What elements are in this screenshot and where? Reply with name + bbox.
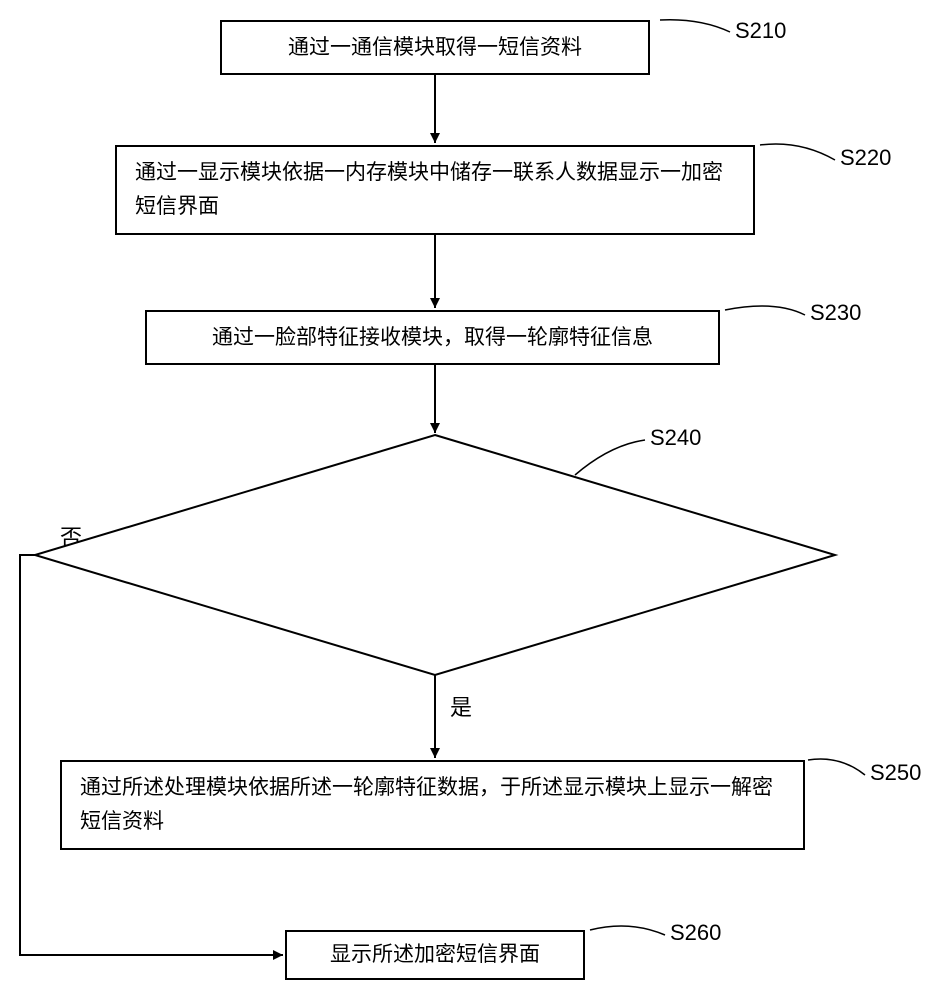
tag-s210: S210 — [735, 18, 786, 44]
tag-s240: S240 — [650, 425, 701, 451]
node-s260: 显示所述加密短信界面 — [285, 930, 585, 980]
node-s260-text: 显示所述加密短信界面 — [330, 938, 540, 972]
leader-s240 — [575, 440, 645, 475]
node-s250: 通过所述处理模块依据所述一轮廓特征数据，于所述显示模块上显示一解密短信资料 — [60, 760, 805, 850]
node-s220: 通过一显示模块依据一内存模块中储存一联系人数据显示一加密短信界面 — [115, 145, 755, 235]
leader-s260 — [590, 926, 665, 935]
flowchart-canvas: 通过一通信模块取得一短信资料 S210 通过一显示模块依据一内存模块中储存一联系… — [0, 0, 942, 1000]
leader-s220 — [760, 144, 835, 160]
leader-s250 — [808, 759, 865, 775]
node-s210-text: 通过一通信模块取得一短信资料 — [288, 31, 582, 65]
node-s240-text: 通过一处理模块判断透过所述脸部特征接收模块，取得所述轮廓特征信息符合一使用者设定… — [205, 505, 665, 572]
node-s230-text: 通过一脸部特征接收模块，取得一轮廓特征信息 — [212, 321, 653, 355]
label-yes: 是 — [450, 690, 472, 722]
node-s250-text: 通过所述处理模块依据所述一轮廓特征数据，于所述显示模块上显示一解密短信资料 — [80, 771, 785, 838]
arrow-s240-s260 — [20, 555, 283, 955]
leader-s210 — [660, 20, 730, 32]
tag-s230: S230 — [810, 300, 861, 326]
node-s220-text: 通过一显示模块依据一内存模块中储存一联系人数据显示一加密短信界面 — [135, 156, 735, 223]
node-s230: 通过一脸部特征接收模块，取得一轮廓特征信息 — [145, 310, 720, 365]
leader-s230 — [725, 306, 805, 315]
tag-s260: S260 — [670, 920, 721, 946]
tag-s220: S220 — [840, 145, 891, 171]
label-no: 否 — [60, 520, 82, 552]
node-s210: 通过一通信模块取得一短信资料 — [220, 20, 650, 75]
tag-s250: S250 — [870, 760, 921, 786]
